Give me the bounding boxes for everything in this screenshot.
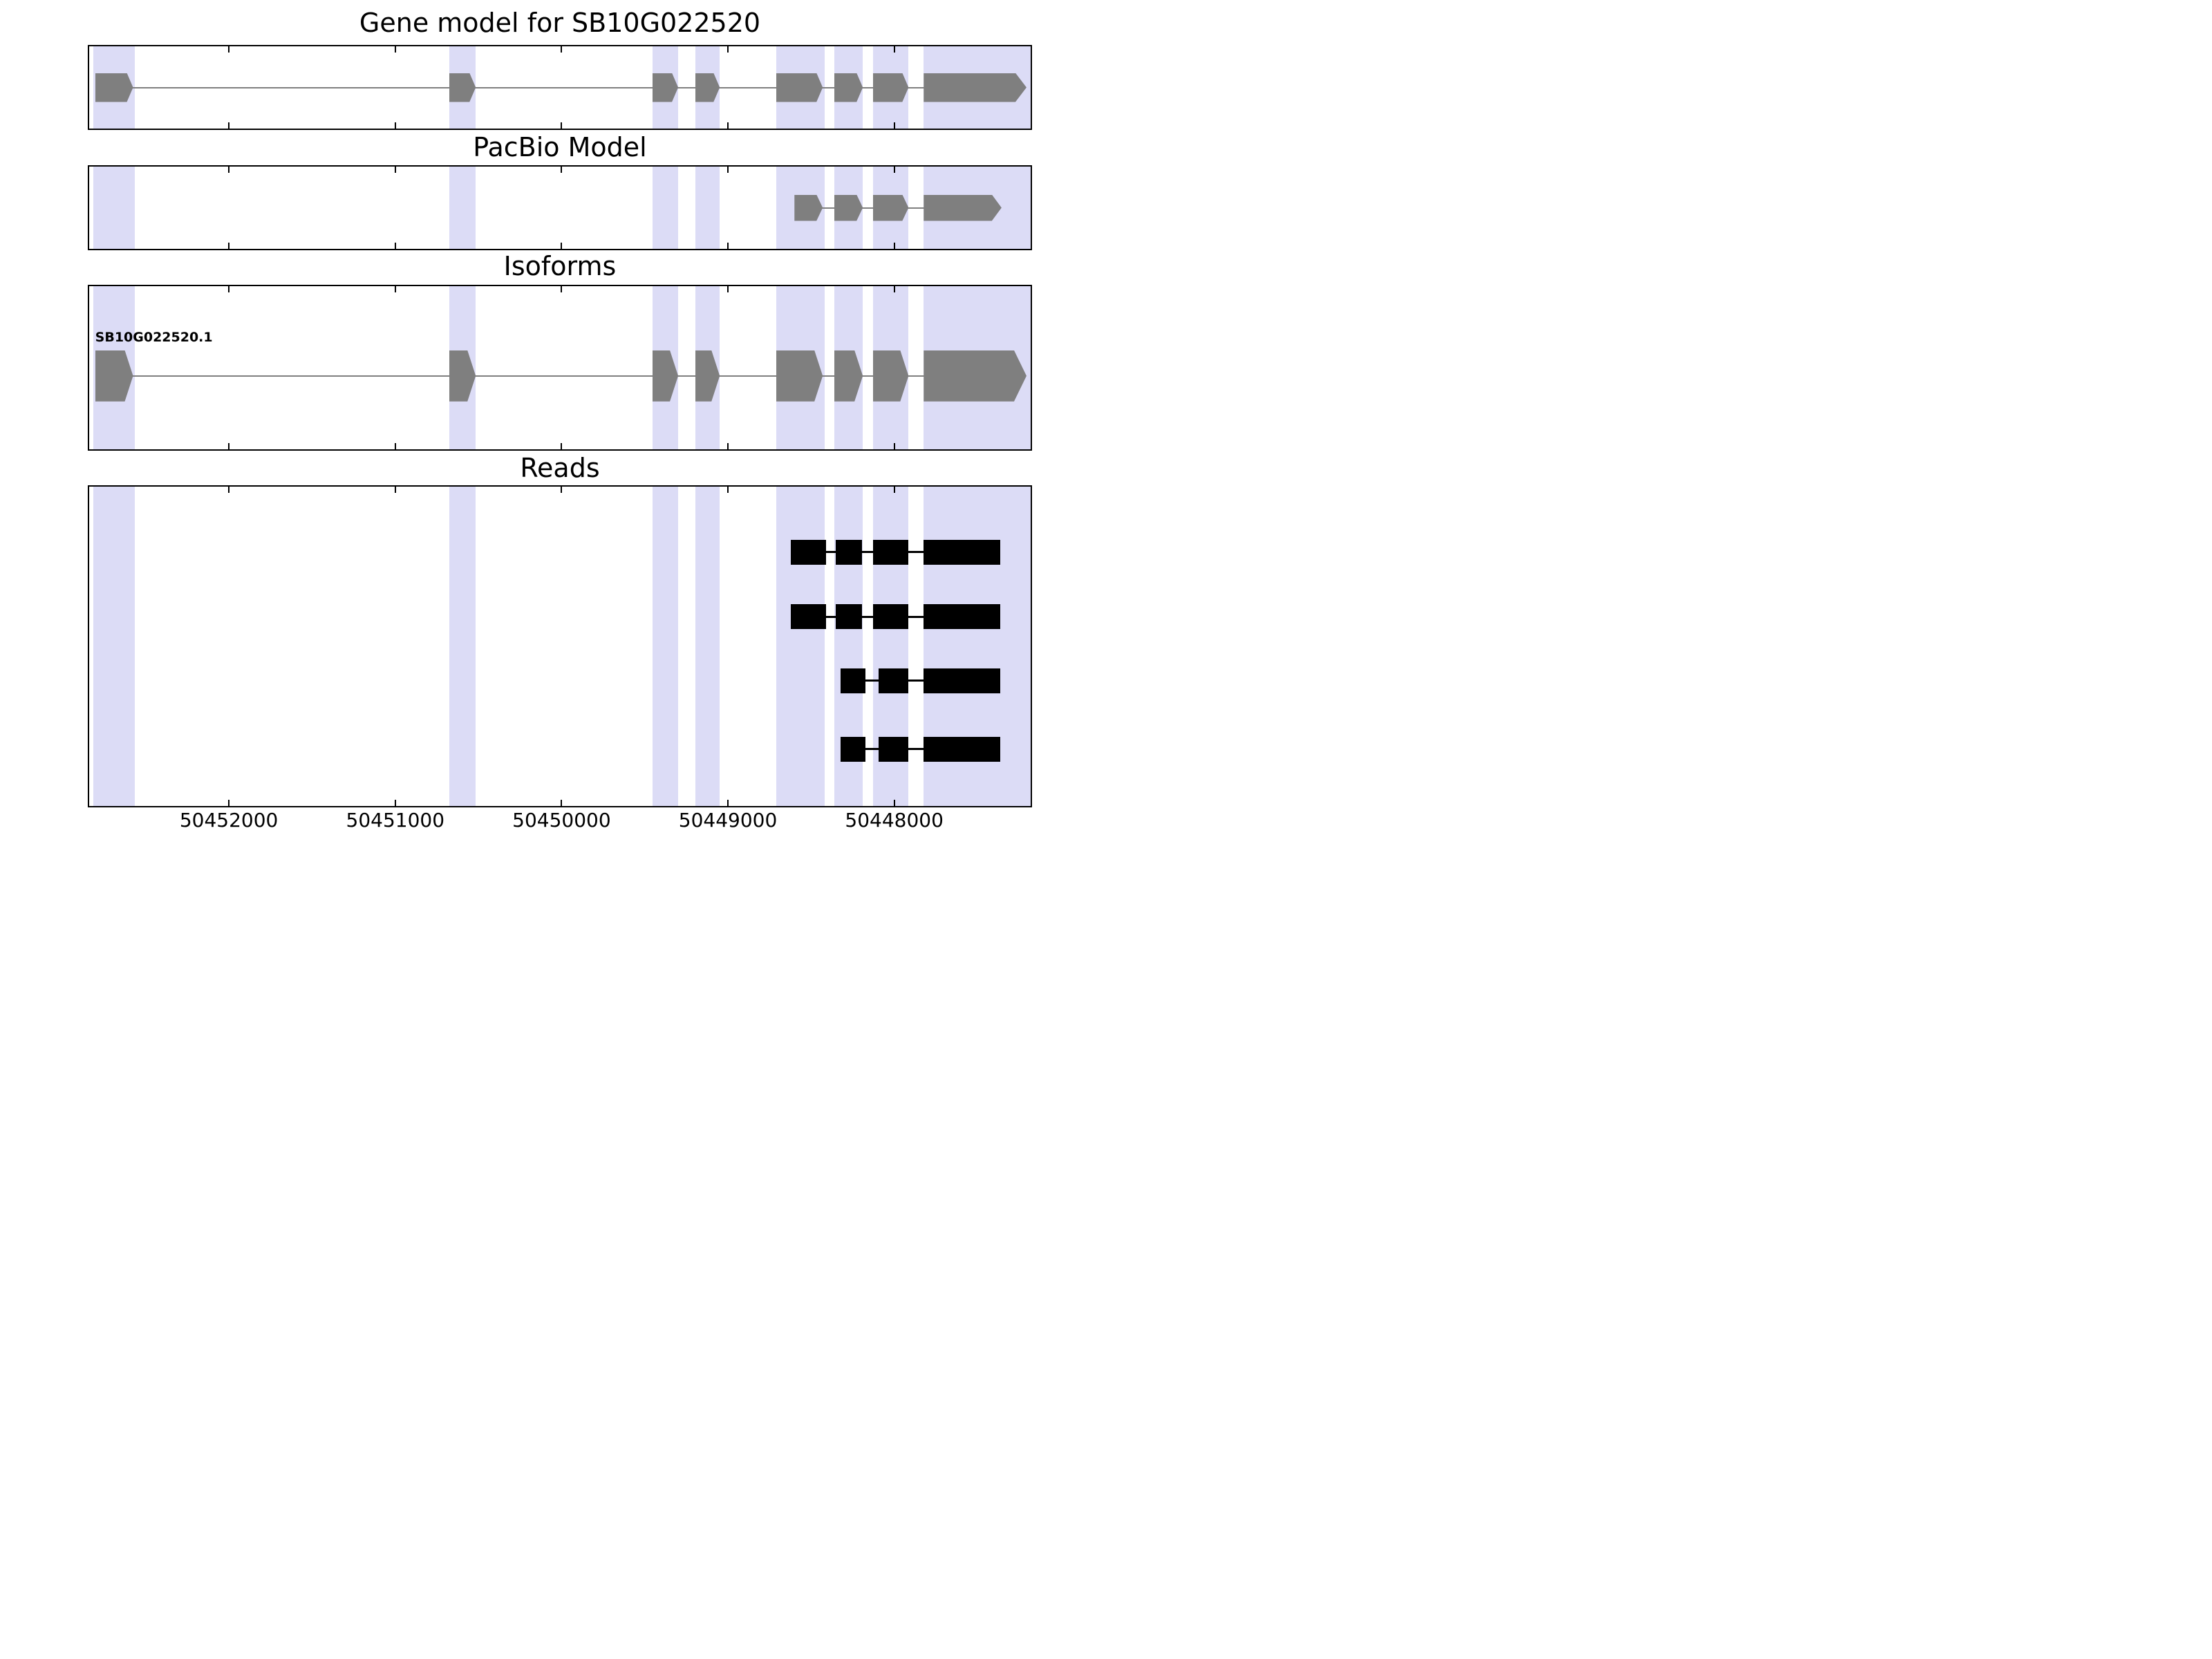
axis-tick-mark <box>394 46 396 53</box>
axis-tick-mark <box>727 800 729 806</box>
read-block <box>840 668 866 693</box>
exon-block <box>924 194 1002 221</box>
axis-tick-mark <box>228 122 230 129</box>
axis-tick-mark <box>893 122 895 129</box>
read-block <box>790 539 827 565</box>
axis-tick-mark <box>394 487 396 493</box>
axis-tick-mark <box>394 122 396 129</box>
highlight-band <box>449 167 476 249</box>
axis-tick-mark <box>893 286 895 292</box>
axis-tick-mark <box>561 243 563 249</box>
axis-tick-mark <box>893 46 895 53</box>
read-block <box>835 604 862 630</box>
axis-tick-mark <box>727 443 729 449</box>
axis-tick-mark <box>561 800 563 806</box>
intron-line <box>96 86 1024 88</box>
exon-block <box>872 73 909 102</box>
reads-title: Reads <box>520 453 600 483</box>
exon-block <box>924 350 1027 402</box>
axis-tick-mark <box>561 122 563 129</box>
read-connector-line <box>841 679 997 682</box>
axis-tick-mark <box>727 286 729 292</box>
highlight-band <box>93 167 135 249</box>
read-block <box>924 736 1000 762</box>
highlight-band <box>695 167 720 249</box>
exon-block <box>872 194 909 221</box>
exon-block <box>776 350 823 402</box>
isoforms-panel: SB10G022520.1 <box>88 285 1032 451</box>
intron-line <box>96 375 1024 377</box>
exon-block <box>95 73 133 102</box>
highlight-band <box>652 487 679 806</box>
highlight-band <box>695 487 720 806</box>
axis-tick-mark <box>561 46 563 53</box>
axis-tick-mark <box>394 443 396 449</box>
axis-tick-mark <box>394 243 396 249</box>
axis-tick-mark <box>561 487 563 493</box>
highlight-band <box>652 167 679 249</box>
axis-tick-mark <box>228 286 230 292</box>
axis-tick-mark <box>228 800 230 806</box>
gene-model-panel <box>88 45 1032 130</box>
axis-tick-mark <box>394 286 396 292</box>
exon-block <box>794 194 823 221</box>
exon-block <box>924 73 1027 102</box>
exon-block <box>95 350 133 402</box>
axis-tick-mark <box>228 46 230 53</box>
exon-block <box>872 350 909 402</box>
read-block <box>924 604 1000 630</box>
axis-tick-mark <box>727 167 729 173</box>
read-block <box>878 736 909 762</box>
x-axis-tick-label: 50451000 <box>346 809 445 830</box>
axis-tick-mark <box>893 443 895 449</box>
highlight-band <box>93 487 135 806</box>
axis-tick-mark <box>727 487 729 493</box>
axis-tick-mark <box>228 243 230 249</box>
axis-tick-mark <box>893 243 895 249</box>
axis-tick-mark <box>394 167 396 173</box>
axis-tick-mark <box>228 167 230 173</box>
gene-model-title: Gene model for SB10G022520 <box>359 8 761 38</box>
x-axis-tick-label: 50449000 <box>678 809 778 830</box>
x-axis-tick-label: 50450000 <box>512 809 611 830</box>
read-block <box>790 604 827 630</box>
read-block <box>878 668 909 693</box>
read-block <box>924 668 1000 693</box>
exon-block <box>834 194 863 221</box>
axis-tick-mark <box>727 243 729 249</box>
axis-tick-mark <box>561 443 563 449</box>
axis-tick-mark <box>893 487 895 493</box>
axis-tick-mark <box>394 800 396 806</box>
pacbio-model-title: PacBio Model <box>473 132 647 162</box>
x-axis-tick-label: 50452000 <box>179 809 279 830</box>
isoform-label: SB10G022520.1 <box>95 329 213 345</box>
figure: Gene model for SB10G022520 PacBio Model … <box>0 0 1106 830</box>
read-block <box>872 604 909 630</box>
exon-block <box>449 73 476 102</box>
axis-tick-mark <box>893 800 895 806</box>
pacbio-model-panel <box>88 165 1032 250</box>
read-block <box>924 539 1000 565</box>
exon-block <box>834 73 863 102</box>
axis-tick-mark <box>228 487 230 493</box>
axis-tick-mark <box>727 46 729 53</box>
read-block <box>835 539 862 565</box>
exon-block <box>652 73 679 102</box>
read-block <box>840 736 866 762</box>
reads-panel <box>88 485 1032 807</box>
axis-tick-mark <box>561 286 563 292</box>
read-block <box>872 539 909 565</box>
axis-tick-mark <box>727 122 729 129</box>
exon-block <box>776 73 823 102</box>
axis-tick-mark <box>561 167 563 173</box>
highlight-band <box>776 487 825 806</box>
axis-tick-mark <box>228 443 230 449</box>
highlight-band <box>449 487 476 806</box>
read-connector-line <box>841 748 997 751</box>
isoforms-title: Isoforms <box>503 251 617 281</box>
x-axis-tick-label: 50448000 <box>845 809 944 830</box>
axis-tick-mark <box>893 167 895 173</box>
